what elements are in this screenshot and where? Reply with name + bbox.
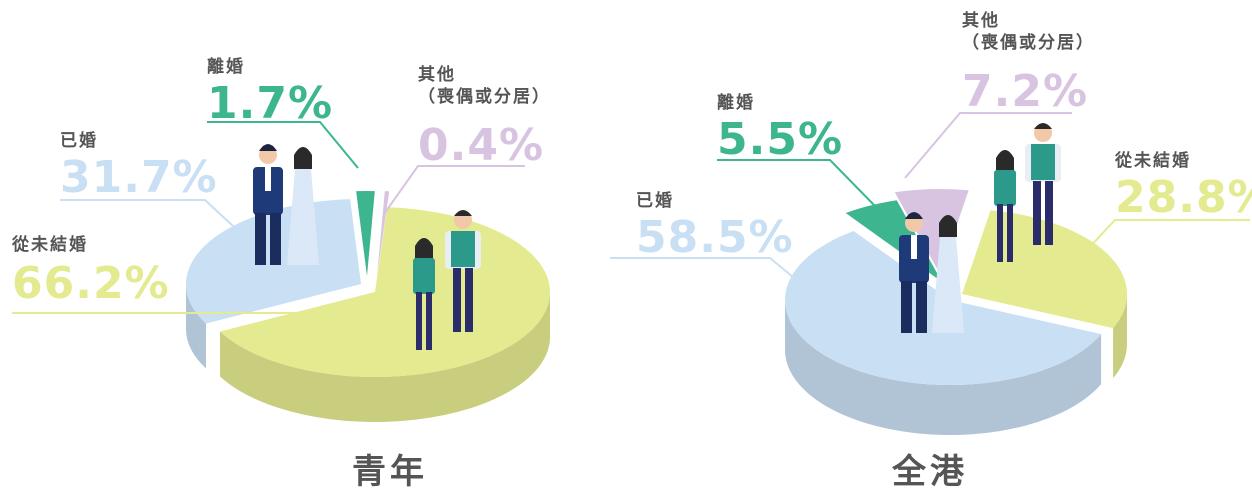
pie-slice [356, 191, 375, 276]
category-label: 從未結婚 [1115, 150, 1191, 172]
category-label: 離婚 [717, 92, 755, 114]
value-label: 28.8% [1115, 176, 1252, 220]
category-label: 已婚 [636, 190, 674, 212]
value-label: 58.5% [636, 216, 794, 260]
category-label: 已婚 [60, 130, 98, 152]
value-label: 1.7% [207, 82, 333, 126]
value-label: 31.7% [60, 156, 218, 200]
value-label: 66.2% [12, 262, 170, 306]
chart-title: 全港 [892, 444, 968, 493]
category-label: 其他 （喪偶或分居） [962, 10, 1095, 54]
value-label: 0.4% [418, 124, 544, 168]
category-label: 離婚 [207, 56, 245, 78]
chart-title: 青年 [352, 444, 428, 493]
page: (() => { const data = JSON.parse(documen… [0, 0, 1252, 492]
leader-line [717, 160, 875, 206]
value-label: 7.2% [962, 70, 1088, 114]
leader-line [384, 166, 525, 214]
value-label: 5.5% [717, 118, 843, 162]
category-label: 從未結婚 [12, 234, 88, 256]
category-label: 其他 （喪偶或分居） [418, 64, 551, 108]
